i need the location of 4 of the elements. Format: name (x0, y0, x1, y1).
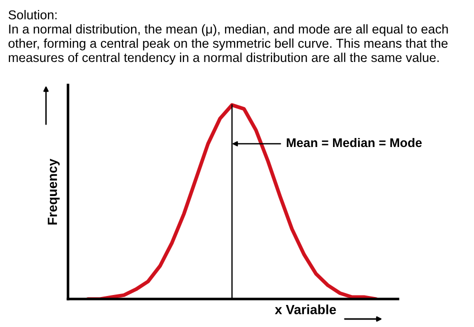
text: Solution: In a normal distribution, the mean (μ), median, and mode are all equal to each other, forming a central peak on the symmetric bell curve. This means that the measures of central tendency in a normal distribution are all the same value. (8, 10, 448, 65)
x-axis-title: x Variable (274, 304, 336, 314)
annotation: Mean = Median = Mode (286, 138, 422, 148)
y-axis-title: Frequency (48, 158, 60, 224)
